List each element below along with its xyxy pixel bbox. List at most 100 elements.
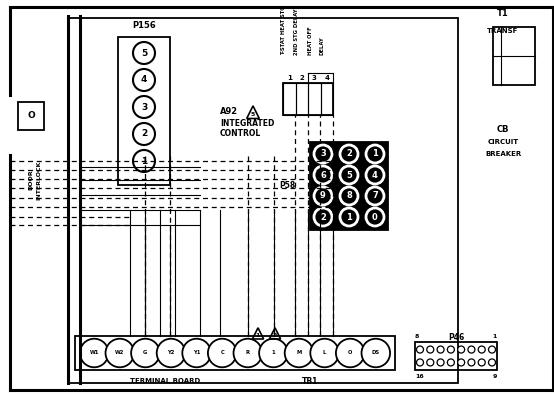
Circle shape bbox=[340, 208, 358, 226]
Text: M: M bbox=[296, 350, 301, 356]
Text: 7: 7 bbox=[372, 192, 378, 201]
Text: 3: 3 bbox=[320, 149, 326, 158]
Text: 8: 8 bbox=[346, 192, 352, 201]
Text: L: L bbox=[323, 350, 326, 356]
Circle shape bbox=[478, 359, 485, 366]
Text: 9: 9 bbox=[320, 192, 326, 201]
Circle shape bbox=[458, 359, 465, 366]
Circle shape bbox=[133, 96, 155, 118]
Text: 0: 0 bbox=[372, 213, 378, 222]
Text: T-STAT HEAT STG: T-STAT HEAT STG bbox=[281, 6, 286, 55]
Circle shape bbox=[366, 145, 384, 163]
Text: 1: 1 bbox=[372, 149, 378, 158]
Circle shape bbox=[133, 69, 155, 91]
Circle shape bbox=[131, 339, 160, 367]
Circle shape bbox=[340, 166, 358, 184]
Text: TB1: TB1 bbox=[302, 376, 318, 386]
Text: TERMINAL BOARD: TERMINAL BOARD bbox=[130, 378, 200, 384]
Circle shape bbox=[340, 145, 358, 163]
Text: CONTROL: CONTROL bbox=[220, 130, 261, 139]
Text: HEAT OFF: HEAT OFF bbox=[307, 26, 312, 55]
Text: P156: P156 bbox=[132, 21, 156, 30]
Text: 1: 1 bbox=[256, 333, 260, 338]
Circle shape bbox=[448, 346, 454, 353]
Circle shape bbox=[427, 359, 434, 366]
Text: 3: 3 bbox=[141, 102, 147, 111]
Circle shape bbox=[366, 208, 384, 226]
Bar bbox=[75, 336, 395, 370]
Text: 3: 3 bbox=[312, 75, 317, 81]
Text: INTEGRATED: INTEGRATED bbox=[220, 118, 274, 128]
Text: W1: W1 bbox=[89, 350, 99, 356]
Text: 16: 16 bbox=[415, 374, 424, 378]
Circle shape bbox=[259, 339, 288, 367]
Circle shape bbox=[366, 187, 384, 205]
Circle shape bbox=[314, 145, 332, 163]
Circle shape bbox=[157, 339, 185, 367]
Text: Y1: Y1 bbox=[193, 350, 201, 356]
Circle shape bbox=[362, 339, 390, 367]
Text: 1: 1 bbox=[493, 335, 497, 339]
Bar bbox=[295, 83, 308, 115]
Circle shape bbox=[285, 339, 313, 367]
Text: 2: 2 bbox=[141, 130, 147, 139]
Circle shape bbox=[417, 359, 423, 366]
Circle shape bbox=[437, 359, 444, 366]
Text: DS: DS bbox=[372, 350, 380, 356]
Circle shape bbox=[314, 187, 332, 205]
Circle shape bbox=[489, 359, 495, 366]
Text: 1: 1 bbox=[287, 75, 292, 81]
Circle shape bbox=[340, 187, 358, 205]
Bar bbox=[321, 83, 333, 115]
Circle shape bbox=[182, 339, 211, 367]
Circle shape bbox=[208, 339, 237, 367]
Text: DELAY: DELAY bbox=[320, 36, 325, 55]
Circle shape bbox=[314, 208, 332, 226]
Text: W2: W2 bbox=[115, 350, 125, 356]
Text: 1: 1 bbox=[271, 350, 275, 356]
Text: TRANSF: TRANSF bbox=[488, 28, 519, 34]
Text: 2: 2 bbox=[346, 149, 352, 158]
Circle shape bbox=[234, 339, 262, 367]
Text: 8: 8 bbox=[415, 335, 419, 339]
Circle shape bbox=[427, 346, 434, 353]
Text: 5: 5 bbox=[141, 49, 147, 58]
Text: Y2: Y2 bbox=[167, 350, 175, 356]
Text: 2: 2 bbox=[299, 75, 304, 81]
Text: INTERLOCK: INTERLOCK bbox=[37, 160, 42, 200]
Circle shape bbox=[336, 339, 365, 367]
Text: P58: P58 bbox=[279, 181, 295, 190]
Text: 1: 1 bbox=[141, 156, 147, 166]
Text: C: C bbox=[220, 350, 224, 356]
Text: T1: T1 bbox=[497, 9, 509, 17]
Text: 4: 4 bbox=[372, 171, 378, 179]
Bar bbox=[308, 83, 321, 115]
Text: 9: 9 bbox=[493, 374, 497, 378]
Text: R: R bbox=[246, 350, 250, 356]
Circle shape bbox=[133, 123, 155, 145]
Text: 6: 6 bbox=[320, 171, 326, 179]
Circle shape bbox=[468, 359, 475, 366]
Circle shape bbox=[448, 359, 454, 366]
Circle shape bbox=[468, 346, 475, 353]
Text: O: O bbox=[348, 350, 352, 356]
Circle shape bbox=[366, 166, 384, 184]
Bar bbox=[310, 142, 388, 230]
Text: CIRCUIT: CIRCUIT bbox=[488, 139, 519, 145]
Bar bbox=[18, 102, 44, 130]
Text: 1: 1 bbox=[346, 213, 352, 222]
Text: 4: 4 bbox=[324, 75, 329, 81]
Text: 5: 5 bbox=[346, 171, 352, 179]
Bar bbox=[68, 18, 458, 383]
Text: 5: 5 bbox=[251, 113, 255, 117]
Circle shape bbox=[105, 339, 134, 367]
Circle shape bbox=[417, 346, 423, 353]
Circle shape bbox=[458, 346, 465, 353]
Text: A92: A92 bbox=[220, 107, 238, 115]
Circle shape bbox=[478, 346, 485, 353]
Text: O: O bbox=[27, 111, 35, 120]
Text: 4: 4 bbox=[141, 75, 147, 85]
Text: P46: P46 bbox=[448, 333, 464, 342]
Circle shape bbox=[133, 42, 155, 64]
Circle shape bbox=[80, 339, 109, 367]
